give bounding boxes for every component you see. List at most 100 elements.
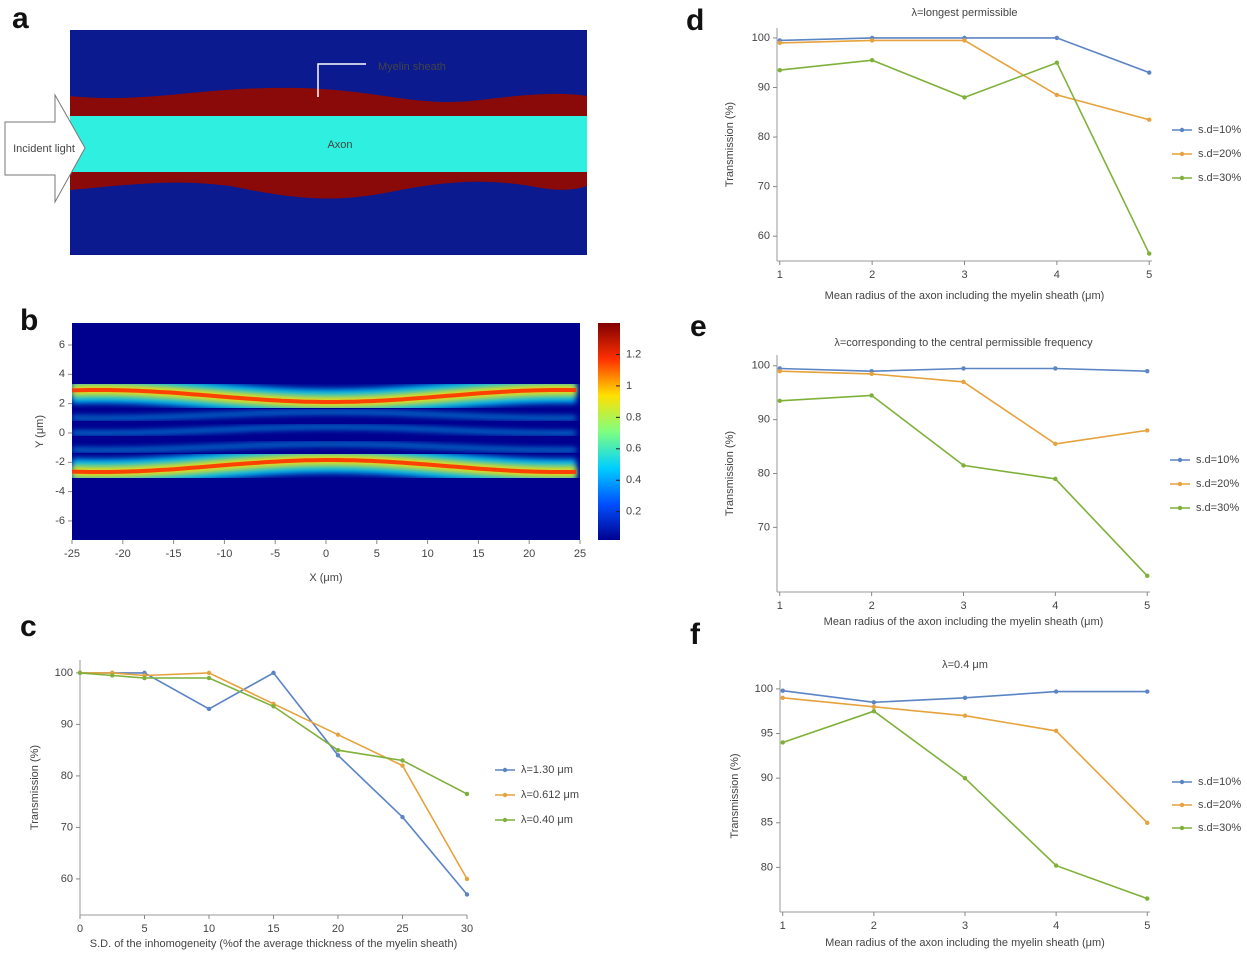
x-tick-label: 20	[523, 548, 535, 560]
legend-label: s.d=30%	[1196, 502, 1239, 514]
x-tick-label: 3	[960, 600, 966, 612]
x-tick-label: 5	[1146, 269, 1152, 281]
x-tick-label: 2	[871, 920, 877, 932]
y-tick-label: 90	[758, 81, 770, 93]
y-tick-label: -2	[55, 456, 65, 468]
x-tick-label: 10	[421, 548, 433, 560]
point	[1147, 251, 1152, 256]
legend-marker	[1179, 151, 1185, 157]
legend-marker	[1177, 481, 1183, 487]
point	[777, 398, 782, 403]
y-tick-label: 90	[761, 772, 773, 784]
x-tick-label: 15	[267, 923, 279, 935]
point	[1053, 728, 1059, 734]
light-label: Incident light	[13, 143, 75, 155]
intensity-band	[72, 442, 577, 452]
legend-label: λ=0.612 μm	[521, 789, 579, 801]
point	[271, 704, 276, 709]
point	[871, 700, 877, 705]
legend-marker	[1177, 457, 1183, 463]
y-tick-label: 2	[59, 398, 65, 410]
point	[335, 753, 341, 758]
y-tick-label: 60	[758, 230, 770, 242]
series-line	[79, 672, 468, 795]
point	[1145, 573, 1150, 579]
legend-label: λ=1.30 μm	[521, 764, 573, 776]
y-tick-label: 60	[61, 873, 73, 885]
x-tick-label: -5	[270, 548, 280, 560]
point	[1053, 863, 1059, 868]
point	[962, 713, 968, 718]
point	[780, 740, 785, 745]
y-tick-label: 70	[61, 821, 73, 833]
colorbar	[598, 323, 620, 540]
y-tick-label: 80	[761, 861, 773, 873]
point	[871, 704, 877, 709]
panel-letter: b	[20, 304, 38, 337]
legend-marker	[1179, 802, 1185, 808]
point	[1053, 441, 1058, 447]
x-axis-label: Mean radius of the axon including the my…	[825, 937, 1105, 949]
y-tick-label: 0	[59, 427, 65, 439]
colorbar-tick-label: 0.2	[626, 506, 641, 518]
y-tick-label: 100	[55, 667, 73, 679]
chart-title: λ=corresponding to the central permissib…	[834, 337, 1093, 349]
point	[1053, 689, 1059, 694]
point	[780, 688, 785, 693]
myelin-top	[70, 87, 587, 116]
point	[1147, 70, 1152, 75]
point	[271, 670, 276, 676]
panel-letter: e	[690, 310, 707, 343]
panel-letter: f	[690, 618, 701, 651]
point	[869, 393, 874, 398]
point	[777, 368, 782, 374]
point	[206, 706, 212, 712]
x-tick-label: 20	[332, 923, 344, 935]
y-tick-label: 95	[761, 727, 773, 739]
point	[400, 814, 405, 820]
point	[962, 695, 968, 701]
myelin-bottom	[70, 172, 587, 199]
legend-marker	[1179, 175, 1185, 181]
point	[400, 763, 405, 768]
point	[777, 67, 782, 73]
point	[777, 40, 782, 46]
y-tick-label: 85	[761, 817, 773, 829]
y-axis-label: Transmission (%)	[724, 102, 736, 187]
colorbar-tick-label: 0.4	[626, 474, 641, 486]
point	[1145, 428, 1150, 433]
point	[335, 747, 341, 753]
x-tick-label: 5	[374, 548, 380, 560]
legend-marker	[1179, 825, 1185, 831]
x-tick-label: 30	[461, 923, 473, 935]
x-axis-label: Mean radius of the axon including the my…	[825, 290, 1105, 302]
point	[1054, 92, 1060, 98]
legend-label: s.d=20%	[1198, 148, 1241, 160]
y-tick-label: 80	[61, 770, 73, 782]
y-tick-label: -6	[55, 515, 65, 527]
x-axis-label: S.D. of the inhomogeneity (%of the avera…	[90, 938, 457, 950]
series-line	[779, 394, 1148, 577]
colorbar-tick-label: 1.2	[626, 348, 641, 360]
x-tick-label: 4	[1053, 920, 1059, 932]
intensity-band	[72, 410, 577, 420]
x-axis-label: Mean radius of the axon including the my…	[824, 616, 1104, 628]
x-tick-label: -15	[166, 548, 182, 560]
sheath-label: Myelin sheath	[378, 61, 446, 73]
point	[1145, 368, 1150, 374]
x-tick-label: 3	[962, 920, 968, 932]
y-axis-label: Transmission (%)	[29, 745, 41, 830]
x-tick-label: 5	[1144, 920, 1150, 932]
intensity-band	[72, 458, 577, 474]
y-axis-label: Transmission (%)	[724, 431, 736, 516]
point	[1145, 689, 1150, 694]
x-tick-label: 15	[472, 548, 484, 560]
point	[869, 58, 875, 63]
y-tick-label: 100	[752, 360, 770, 372]
chart-title: λ=longest permissible	[911, 7, 1017, 19]
legend-label: s.d=20%	[1196, 478, 1239, 490]
legend-label: s.d=20%	[1198, 799, 1241, 811]
x-axis-label: X (μm)	[309, 572, 342, 584]
arrow	[4, 93, 86, 204]
